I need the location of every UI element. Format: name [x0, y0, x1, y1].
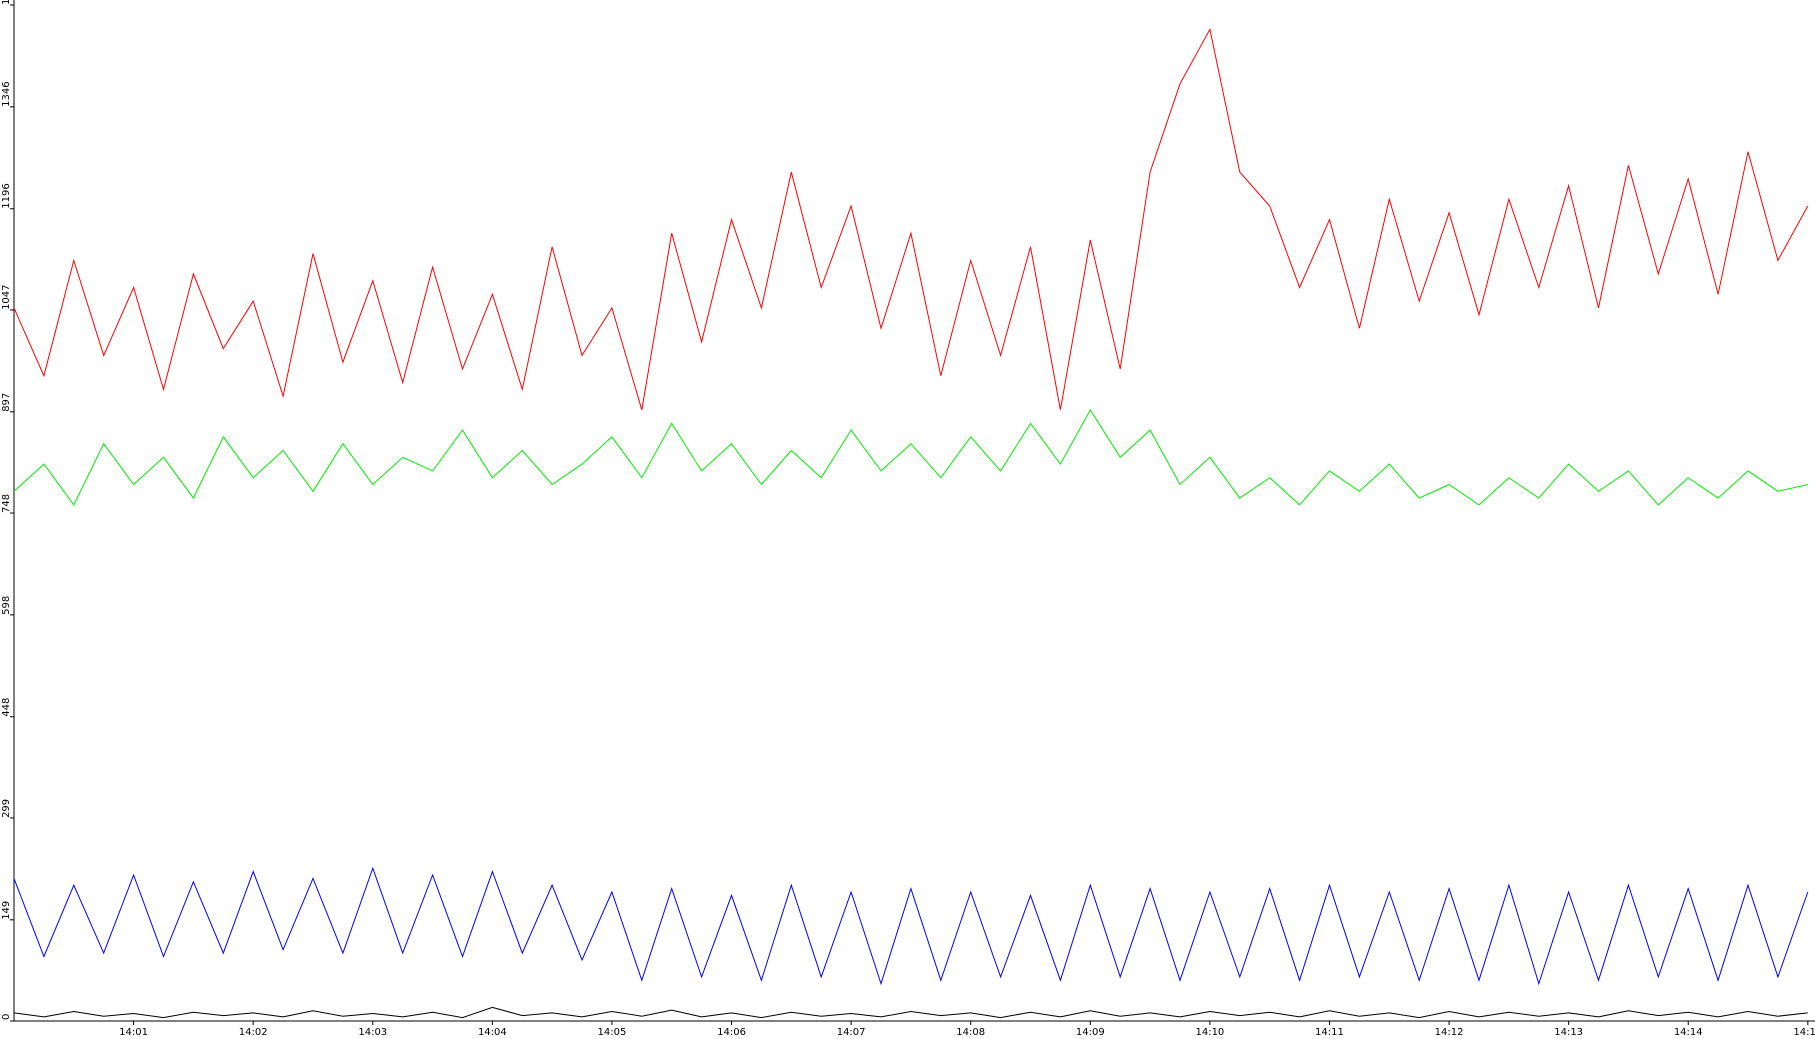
y-tick-label: 1196 — [1, 183, 12, 208]
x-tick-label: 14:02 — [239, 1027, 268, 1038]
y-tick-label: 1346 — [1, 81, 12, 106]
y-tick-label: 299 — [1, 799, 12, 818]
y-tick-label: 149 — [1, 901, 12, 920]
y-tick-label: 448 — [1, 698, 12, 717]
x-tick-label: 14:01 — [119, 1027, 148, 1038]
x-tick-label: 14:10 — [1195, 1027, 1224, 1038]
x-tick-label: 14:15 — [1793, 1027, 1815, 1038]
series-line — [13, 408, 1808, 506]
y-tick-label: 598 — [1, 596, 12, 615]
x-tick-label: 14:03 — [358, 1027, 387, 1038]
x-tick-label: 14:11 — [1315, 1027, 1344, 1038]
x-tick-label: 14:12 — [1435, 1027, 1464, 1038]
y-tick-label: 0 — [1, 1014, 12, 1020]
y-tick-label: 897 — [1, 393, 12, 412]
x-tick-label: 14:13 — [1554, 1027, 1583, 1038]
x-tick-label: 14:14 — [1674, 1027, 1703, 1038]
x-tick-label: 14:04 — [478, 1027, 507, 1038]
series-line — [13, 27, 1809, 410]
x-tick-label: 14:06 — [717, 1027, 746, 1038]
series-line — [13, 1006, 1808, 1019]
y-tick-label: 748 — [1, 494, 12, 513]
x-tick-label: 14:08 — [956, 1027, 985, 1038]
x-tick-label: 14:05 — [598, 1027, 627, 1038]
x-tick-label: 14:07 — [837, 1027, 866, 1038]
y-tick-label: 1047 — [1, 284, 12, 309]
x-tick-label: 14:09 — [1076, 1027, 1105, 1038]
y-tick-label: 1496 — [1, 0, 12, 5]
series-line — [13, 866, 1809, 986]
